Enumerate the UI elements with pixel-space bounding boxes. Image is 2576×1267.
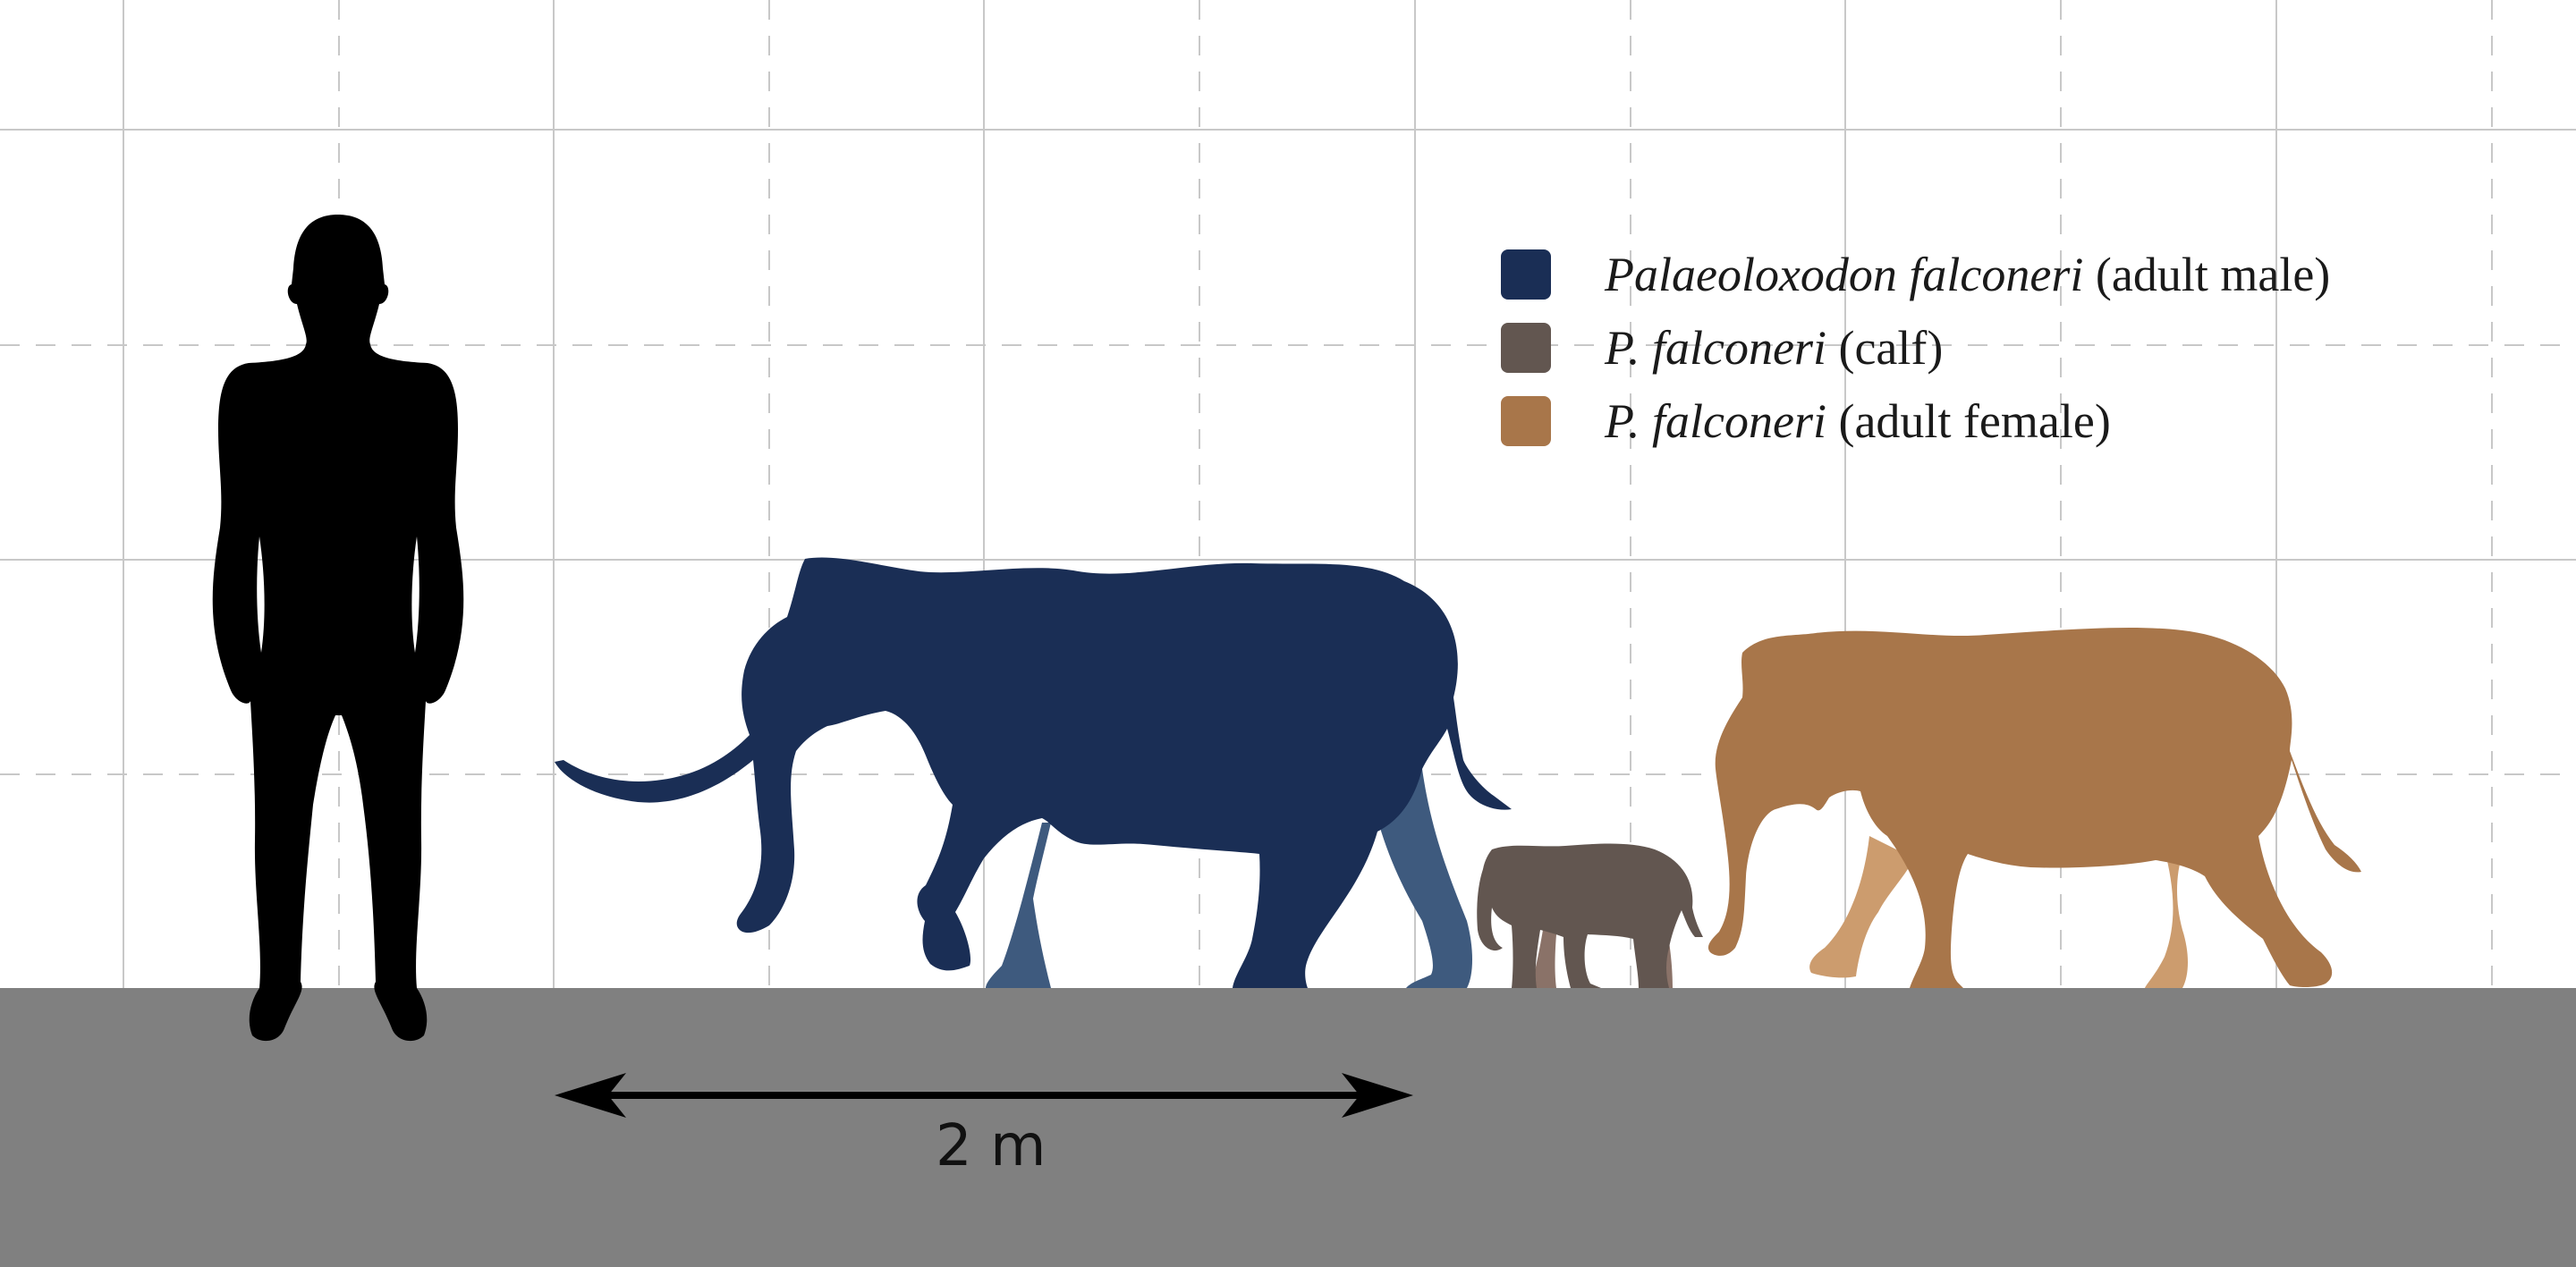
legend-species-name: P. falconeri <box>1605 321 1826 375</box>
legend-descriptor: (calf) <box>1838 321 1944 375</box>
human-silhouette-icon <box>212 215 464 1042</box>
elephant-calf-icon <box>1477 843 1703 988</box>
ground <box>0 988 2576 1267</box>
legend-label: Palaeoloxodon falconeri (adult male) <box>1605 247 2330 302</box>
legend-descriptor: (adult male) <box>2095 248 2331 301</box>
elephant-adult-male-icon <box>555 557 1512 988</box>
legend-swatch <box>1501 396 1551 446</box>
legend-item-adult-female: P. falconeri (adult female) <box>1501 393 2111 449</box>
legend-item-calf: P. falconeri (calf) <box>1501 320 1943 376</box>
legend-descriptor: (adult female) <box>1838 394 2111 448</box>
legend-item-adult-male: Palaeoloxodon falconeri (adult male) <box>1501 247 2330 302</box>
legend-species-name: P. falconeri <box>1605 394 1826 448</box>
legend-label: P. falconeri (calf) <box>1605 320 1943 376</box>
scale-double-arrow-icon <box>555 1073 1413 1118</box>
elephant-adult-female-icon <box>1707 628 2361 988</box>
legend-swatch <box>1501 323 1551 373</box>
legend-species-name: Palaeoloxodon falconeri <box>1605 248 2084 301</box>
legend-label: P. falconeri (adult female) <box>1605 393 2111 449</box>
scale-bar-label: 2 m <box>936 1113 1046 1179</box>
legend-swatch <box>1501 249 1551 300</box>
